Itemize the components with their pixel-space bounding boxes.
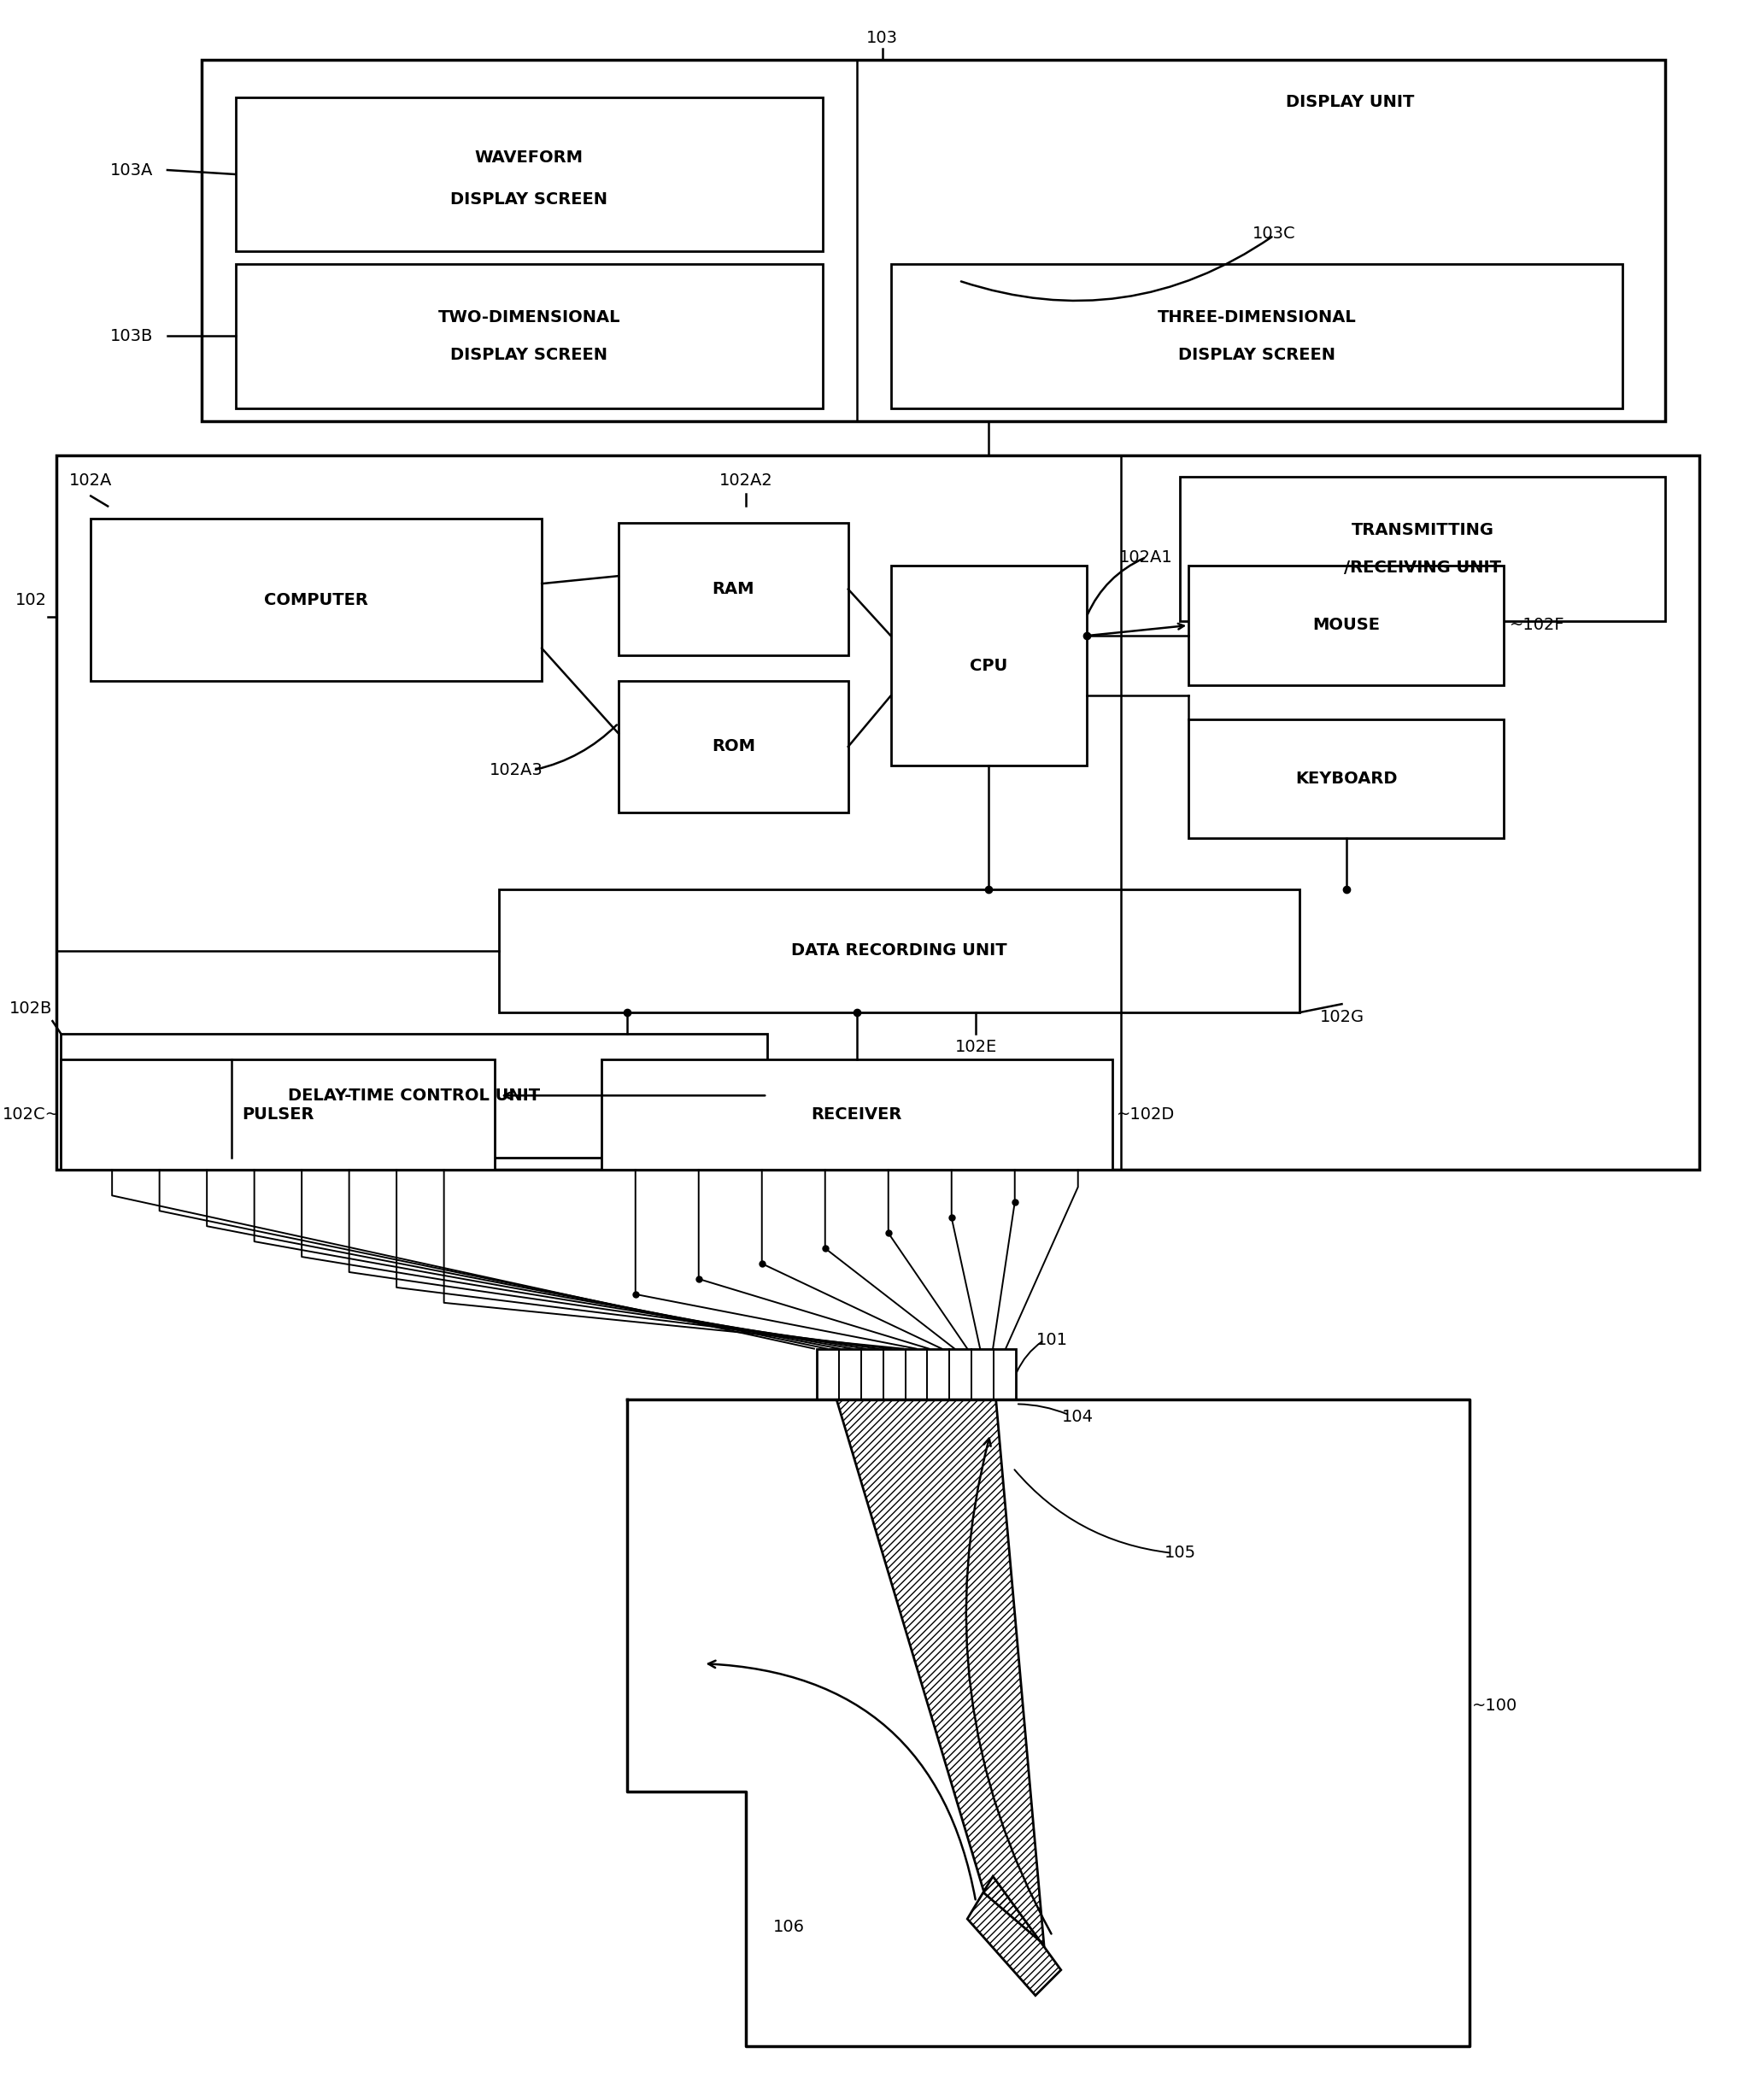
Bar [817, 1348, 1016, 1401]
Text: 102A: 102A [69, 473, 113, 489]
Bar [1181, 477, 1665, 622]
Text: 102A1: 102A1 [1119, 548, 1172, 565]
Text: CPU: CPU [970, 657, 1007, 674]
Text: 101: 101 [1037, 1331, 1068, 1348]
Text: TRANSMITTING: TRANSMITTING [1352, 523, 1494, 538]
Text: DISPLAY UNIT: DISPLAY UNIT [1287, 94, 1415, 109]
Text: WAVEFORM: WAVEFORM [475, 149, 583, 166]
Bar [1188, 565, 1503, 685]
Text: 102A2: 102A2 [720, 473, 773, 489]
Text: ~102D: ~102D [1118, 1107, 1176, 1124]
Bar [1188, 718, 1503, 838]
Bar [602, 1058, 1112, 1170]
Text: 102A3: 102A3 [489, 762, 544, 779]
Text: COMPUTER: COMPUTER [264, 592, 368, 607]
Text: 103B: 103B [111, 328, 153, 344]
Bar [236, 265, 822, 407]
Text: RAM: RAM [713, 582, 755, 596]
Text: PULSER: PULSER [241, 1107, 313, 1124]
Text: 102C~: 102C~ [2, 1107, 60, 1124]
Text: 102E: 102E [956, 1040, 996, 1054]
Bar [62, 1058, 495, 1170]
Text: 106: 106 [773, 1919, 804, 1936]
Text: 102: 102 [16, 592, 48, 607]
Text: DELAY-TIME CONTROL UNIT: DELAY-TIME CONTROL UNIT [289, 1088, 540, 1105]
Bar [500, 888, 1299, 1012]
Text: 102G: 102G [1320, 1008, 1364, 1025]
Text: 105: 105 [1165, 1546, 1197, 1560]
Bar [62, 1033, 767, 1157]
Text: TWO-DIMENSIONAL: TWO-DIMENSIONAL [438, 309, 620, 326]
Bar [891, 565, 1086, 766]
Text: ~100: ~100 [1473, 1699, 1517, 1714]
Bar [236, 99, 822, 250]
Text: 102B: 102B [11, 1000, 53, 1016]
Text: MOUSE: MOUSE [1313, 617, 1380, 634]
Text: 104: 104 [1063, 1409, 1093, 1426]
Bar [56, 456, 1698, 1170]
Text: DISPLAY SCREEN: DISPLAY SCREEN [451, 346, 607, 363]
Text: 103A: 103A [111, 162, 153, 178]
Bar [891, 265, 1623, 407]
Text: /RECEIVING UNIT: /RECEIVING UNIT [1345, 559, 1501, 575]
Bar [618, 523, 848, 655]
Bar [92, 519, 542, 680]
Text: KEYBOARD: KEYBOARD [1295, 771, 1397, 788]
Text: 103C: 103C [1251, 227, 1295, 242]
Bar [618, 680, 848, 813]
Text: RECEIVER: RECEIVER [811, 1107, 903, 1124]
Text: ROM: ROM [711, 739, 755, 754]
Text: 103: 103 [866, 29, 898, 46]
Bar [201, 59, 1665, 422]
Text: DISPLAY SCREEN: DISPLAY SCREEN [1177, 346, 1336, 363]
Text: ~102F: ~102F [1510, 617, 1565, 634]
Text: DATA RECORDING UNIT: DATA RECORDING UNIT [792, 943, 1007, 960]
Text: DISPLAY SCREEN: DISPLAY SCREEN [451, 191, 607, 208]
Text: THREE-DIMENSIONAL: THREE-DIMENSIONAL [1158, 309, 1357, 326]
